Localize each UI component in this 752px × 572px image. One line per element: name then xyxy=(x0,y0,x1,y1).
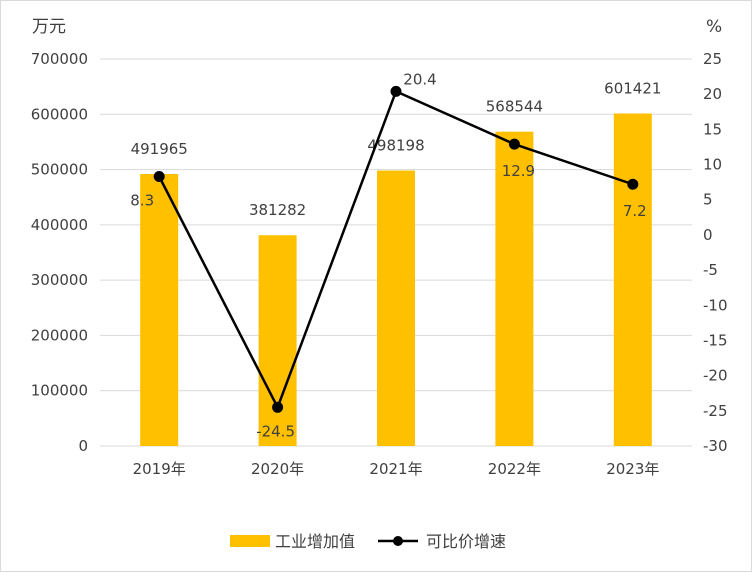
bar xyxy=(495,131,534,446)
right-tick-label: 15 xyxy=(703,120,722,138)
left-axis-unit: 万元 xyxy=(32,17,66,37)
left-tick-label: 0 xyxy=(78,437,88,455)
right-tick-label: -5 xyxy=(703,261,718,279)
bar-data-label: 568544 xyxy=(486,98,543,116)
legend-label-line: 可比价增速 xyxy=(426,532,506,551)
bar-series: 491965 381282 498198 568544 601421 xyxy=(131,80,661,446)
left-tick-label: 600000 xyxy=(31,105,88,123)
bar xyxy=(258,235,297,446)
x-tick-label: 2023年 xyxy=(606,460,659,478)
right-tick-label: -15 xyxy=(703,331,728,349)
x-tick-label: 2021年 xyxy=(369,460,422,478)
bar xyxy=(613,113,652,446)
left-tick-label: 700000 xyxy=(31,50,88,68)
left-tick-label: 300000 xyxy=(31,271,88,289)
line-marker xyxy=(390,85,402,97)
line-data-label: 20.4 xyxy=(403,70,436,88)
bar-data-label: 491965 xyxy=(131,140,188,158)
bar-data-label: 381282 xyxy=(249,201,306,219)
left-tick-label: 400000 xyxy=(31,216,88,234)
line-data-label: 12.9 xyxy=(502,162,535,180)
line-marker xyxy=(153,171,165,183)
right-tick-label: -25 xyxy=(703,402,728,420)
bar xyxy=(140,174,179,446)
right-tick-label: -10 xyxy=(703,296,728,314)
right-tick-label: 10 xyxy=(703,156,722,174)
line-data-label: -24.5 xyxy=(256,422,295,440)
right-tick-label: 20 xyxy=(703,85,722,103)
line-series: 8.3 -24.5 20.4 12.9 7.2 xyxy=(130,70,646,440)
line-marker xyxy=(508,138,520,150)
x-tick-label: 2020年 xyxy=(251,460,304,478)
left-tick-label: 200000 xyxy=(31,326,88,344)
line-data-label: 7.2 xyxy=(623,202,647,220)
right-tick-label: 0 xyxy=(703,226,713,244)
line-data-label: 8.3 xyxy=(130,192,154,210)
bar-data-label: 498198 xyxy=(367,137,424,155)
right-tick-label: -20 xyxy=(703,367,728,385)
right-tick-label: 5 xyxy=(703,191,713,209)
legend: 工业增加值 可比价增速 xyxy=(230,532,506,551)
left-tick-label: 100000 xyxy=(31,382,88,400)
left-tick-label: 500000 xyxy=(31,161,88,179)
right-tick-label: 25 xyxy=(703,50,722,68)
x-tick-label: 2019年 xyxy=(133,460,186,478)
axes: 万元 % 0 100000 200000 300000 400000 500000 6000… xyxy=(31,17,728,478)
legend-swatch-marker xyxy=(393,536,403,546)
x-tick-label: 2022年 xyxy=(488,460,541,478)
line-marker xyxy=(272,401,284,413)
bar xyxy=(377,170,415,446)
legend-label-bar: 工业增加值 xyxy=(275,532,355,551)
legend-swatch-bar xyxy=(230,535,270,547)
right-tick-label: -30 xyxy=(703,437,728,455)
right-axis-unit: % xyxy=(706,17,722,37)
line-marker xyxy=(627,178,639,190)
bar-data-label: 601421 xyxy=(604,80,661,98)
